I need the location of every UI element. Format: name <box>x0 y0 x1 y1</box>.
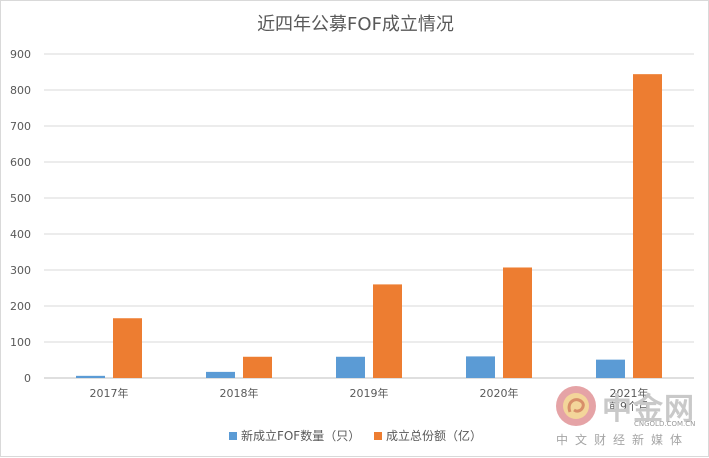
bars <box>76 74 662 378</box>
watermark-name: 中金网 <box>602 392 695 427</box>
watermark: 中金网 CNGOLD.COM.CN 中文财经新媒体 <box>554 384 704 449</box>
x-tick-label: 前9个月 <box>609 399 649 413</box>
x-tick-label: 2020年 <box>480 386 519 400</box>
y-tick-label: 800 <box>10 84 31 97</box>
y-tick-label: 400 <box>10 228 31 241</box>
legend-swatch-shares <box>374 432 383 440</box>
bar-total-shares <box>113 318 142 378</box>
chart-title: 近四年公募FOF成立情况 <box>257 14 454 35</box>
legend: 新成立FOF数量（只） 成立总份额（亿） <box>1 427 709 444</box>
y-tick-label: 900 <box>10 48 31 61</box>
bar-fof-count <box>76 375 105 378</box>
legend-label-count: 新成立FOF数量（只） <box>240 429 361 443</box>
bar-fof-count <box>466 356 495 378</box>
cngold-logo-icon <box>556 386 596 426</box>
x-tick-label: 2018年 <box>220 386 259 400</box>
x-tick-label: 2019年 <box>350 386 389 400</box>
y-tick-label: 200 <box>10 300 31 313</box>
bar-total-shares <box>373 284 402 378</box>
bar-fof-count <box>206 371 235 378</box>
y-tick-label: 100 <box>10 336 31 349</box>
legend-label-shares: 成立总份额（亿） <box>386 429 483 443</box>
y-tick-label: 0 <box>24 372 31 385</box>
y-tick-label: 500 <box>10 192 31 205</box>
bar-total-shares <box>633 74 662 378</box>
y-axis-tick-labels: 0 100 200 300 400 500 600 700 800 900 <box>10 48 31 385</box>
x-tick-label: 2017年 <box>90 386 129 400</box>
bar-fof-count <box>336 356 365 378</box>
legend-item-shares: 成立总份额（亿） <box>374 427 482 444</box>
x-tick-label: 2021年 <box>610 386 649 400</box>
bar-fof-count <box>596 359 625 378</box>
bar-total-shares <box>503 267 532 378</box>
gridlines <box>44 53 694 379</box>
bar-total-shares <box>243 356 272 378</box>
watermark-subtitle: 中文财经新媒体 <box>556 433 690 447</box>
legend-item-count: 新成立FOF数量（只） <box>228 427 361 444</box>
y-tick-label: 700 <box>10 120 31 133</box>
y-tick-label: 600 <box>10 156 31 169</box>
watermark-domain: CNGOLD.COM.CN <box>634 420 696 428</box>
y-tick-label: 300 <box>10 264 31 277</box>
legend-swatch-count <box>228 432 237 440</box>
